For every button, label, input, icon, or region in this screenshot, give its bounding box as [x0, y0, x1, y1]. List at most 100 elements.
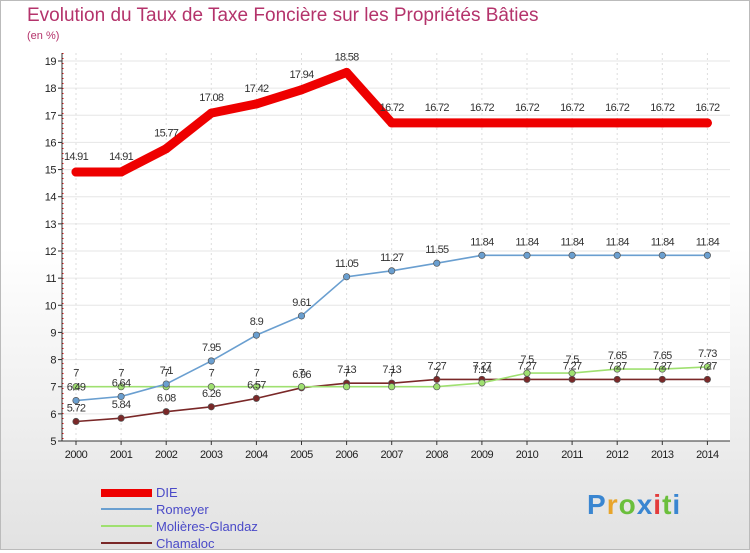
point-romeyer [703, 251, 711, 259]
x-tick-label: 2003 [200, 449, 223, 461]
point-chamaloc [703, 375, 711, 383]
data-label-chamaloc: 6.26 [202, 388, 221, 400]
point-die [612, 118, 622, 128]
point-molieres-glandaz [388, 383, 396, 391]
point-die [387, 118, 397, 128]
point-die [567, 118, 577, 128]
point-molieres-glandaz [478, 379, 486, 387]
point-die [702, 118, 712, 128]
point-molieres-glandaz [297, 383, 306, 391]
point-chamaloc [613, 375, 621, 383]
data-label-die: 14.91 [109, 151, 134, 163]
data-label-die: 16.72 [605, 102, 630, 114]
legend-label-romeyer: Romeyer [156, 502, 209, 517]
point-molieres-glandaz [658, 365, 666, 373]
y-tick-label: 9 [50, 327, 56, 339]
data-label-molieres-glandaz: 7.14 [473, 364, 492, 376]
data-label-romeyer: 6.49 [67, 382, 86, 394]
data-label-romeyer: 11.84 [470, 236, 494, 248]
data-label-chamaloc: 6.08 [157, 393, 176, 405]
legend-swatch-die [101, 489, 152, 497]
data-label-chamaloc: 7.27 [563, 360, 582, 372]
data-label-molieres-glandaz: 7.65 [653, 350, 672, 362]
point-die [116, 167, 126, 177]
data-label-molieres-glandaz: 7 [254, 368, 260, 380]
data-label-chamaloc: 7.27 [608, 360, 627, 372]
data-label-romeyer: 9.61 [292, 297, 311, 309]
point-romeyer [343, 273, 351, 281]
x-tick-label: 2007 [380, 449, 403, 461]
point-chamaloc [207, 403, 215, 411]
point-romeyer [297, 312, 306, 320]
y-tick-label: 12 [45, 246, 57, 258]
data-label-die: 15.77 [154, 128, 179, 140]
data-label-molieres-glandaz: 7 [73, 368, 79, 380]
data-label-die: 16.72 [695, 102, 720, 114]
legend-swatch-chamaloc [101, 542, 152, 544]
data-label-die: 16.72 [425, 102, 450, 114]
line-chart: 5 6 7 8 9 10 11 12 13 14 15 16 17 18 19 2000 2001 2002 200… [45, 51, 730, 461]
point-chamaloc [523, 375, 531, 383]
point-romeyer [568, 251, 576, 259]
point-molieres-glandaz [523, 369, 531, 377]
data-label-chamaloc: 7.13 [382, 364, 401, 376]
data-label-die: 14.91 [64, 151, 89, 163]
data-label-molieres-glandaz: 7 [118, 368, 124, 380]
y-tick-label: 18 [45, 83, 57, 95]
data-label-die: 16.72 [515, 102, 540, 114]
y-tick-label: 17 [45, 110, 57, 122]
point-chamaloc [117, 414, 125, 422]
point-chamaloc [72, 417, 80, 426]
point-die [432, 118, 442, 128]
data-label-chamaloc: 7.27 [473, 360, 492, 372]
data-label-chamaloc: 7.27 [427, 360, 446, 372]
data-label-romeyer: 11.27 [380, 252, 404, 264]
x-tick-label: 2001 [110, 449, 133, 461]
data-label-die: 17.94 [289, 69, 314, 81]
point-chamaloc [658, 375, 666, 383]
point-romeyer [523, 251, 531, 259]
data-label-romeyer: 11.55 [425, 244, 449, 256]
legend-label-die: DIE [156, 485, 178, 500]
point-romeyer [613, 251, 621, 259]
data-label-romeyer: 11.84 [515, 236, 539, 248]
legend-swatch-molieres-glandaz [101, 525, 152, 527]
point-chamaloc [162, 408, 170, 416]
y-tick-label: 13 [45, 219, 57, 231]
data-label-romeyer: 11.84 [651, 236, 675, 248]
point-molieres-glandaz [568, 369, 576, 377]
point-romeyer [478, 251, 486, 259]
point-die [251, 99, 261, 109]
point-chamaloc [433, 375, 441, 383]
data-label-molieres-glandaz: 7 [163, 368, 169, 380]
x-tick-label: 2002 [155, 449, 178, 461]
point-die [161, 144, 171, 154]
point-chamaloc [568, 375, 576, 383]
point-romeyer [117, 392, 125, 401]
data-label-romeyer: 11.84 [606, 236, 630, 248]
y-tick-label: 14 [45, 192, 57, 204]
point-romeyer [162, 380, 170, 388]
point-chamaloc [252, 394, 260, 402]
legend-swatch-romeyer [101, 508, 152, 510]
data-label-molieres-glandaz: 7.73 [698, 348, 717, 360]
data-label-romeyer: 7.1 [160, 365, 174, 377]
data-label-chamaloc: 7.27 [653, 360, 672, 372]
chart-title: Evolution du Taux de Taxe Foncière sur l… [27, 5, 539, 26]
data-label-chamaloc: 7.27 [518, 360, 537, 372]
point-romeyer [388, 267, 396, 275]
y-tick-label: 15 [45, 165, 57, 177]
y-tick-label: 6 [50, 409, 56, 421]
point-die [522, 118, 532, 128]
point-die [71, 167, 81, 177]
data-label-molieres-glandaz: 7.5 [520, 354, 534, 366]
legend-label-molieres-glandaz: Molières-Glandaz [156, 519, 258, 534]
x-tick-label: 2006 [335, 449, 358, 461]
data-label-romeyer: 11.84 [560, 236, 584, 248]
x-tick-label: 2011 [561, 449, 583, 461]
data-label-chamaloc: 5.72 [67, 402, 86, 414]
data-label-molieres-glandaz: 7.5 [565, 354, 579, 366]
point-die [206, 108, 216, 118]
data-label-romeyer: 7.95 [202, 342, 221, 354]
